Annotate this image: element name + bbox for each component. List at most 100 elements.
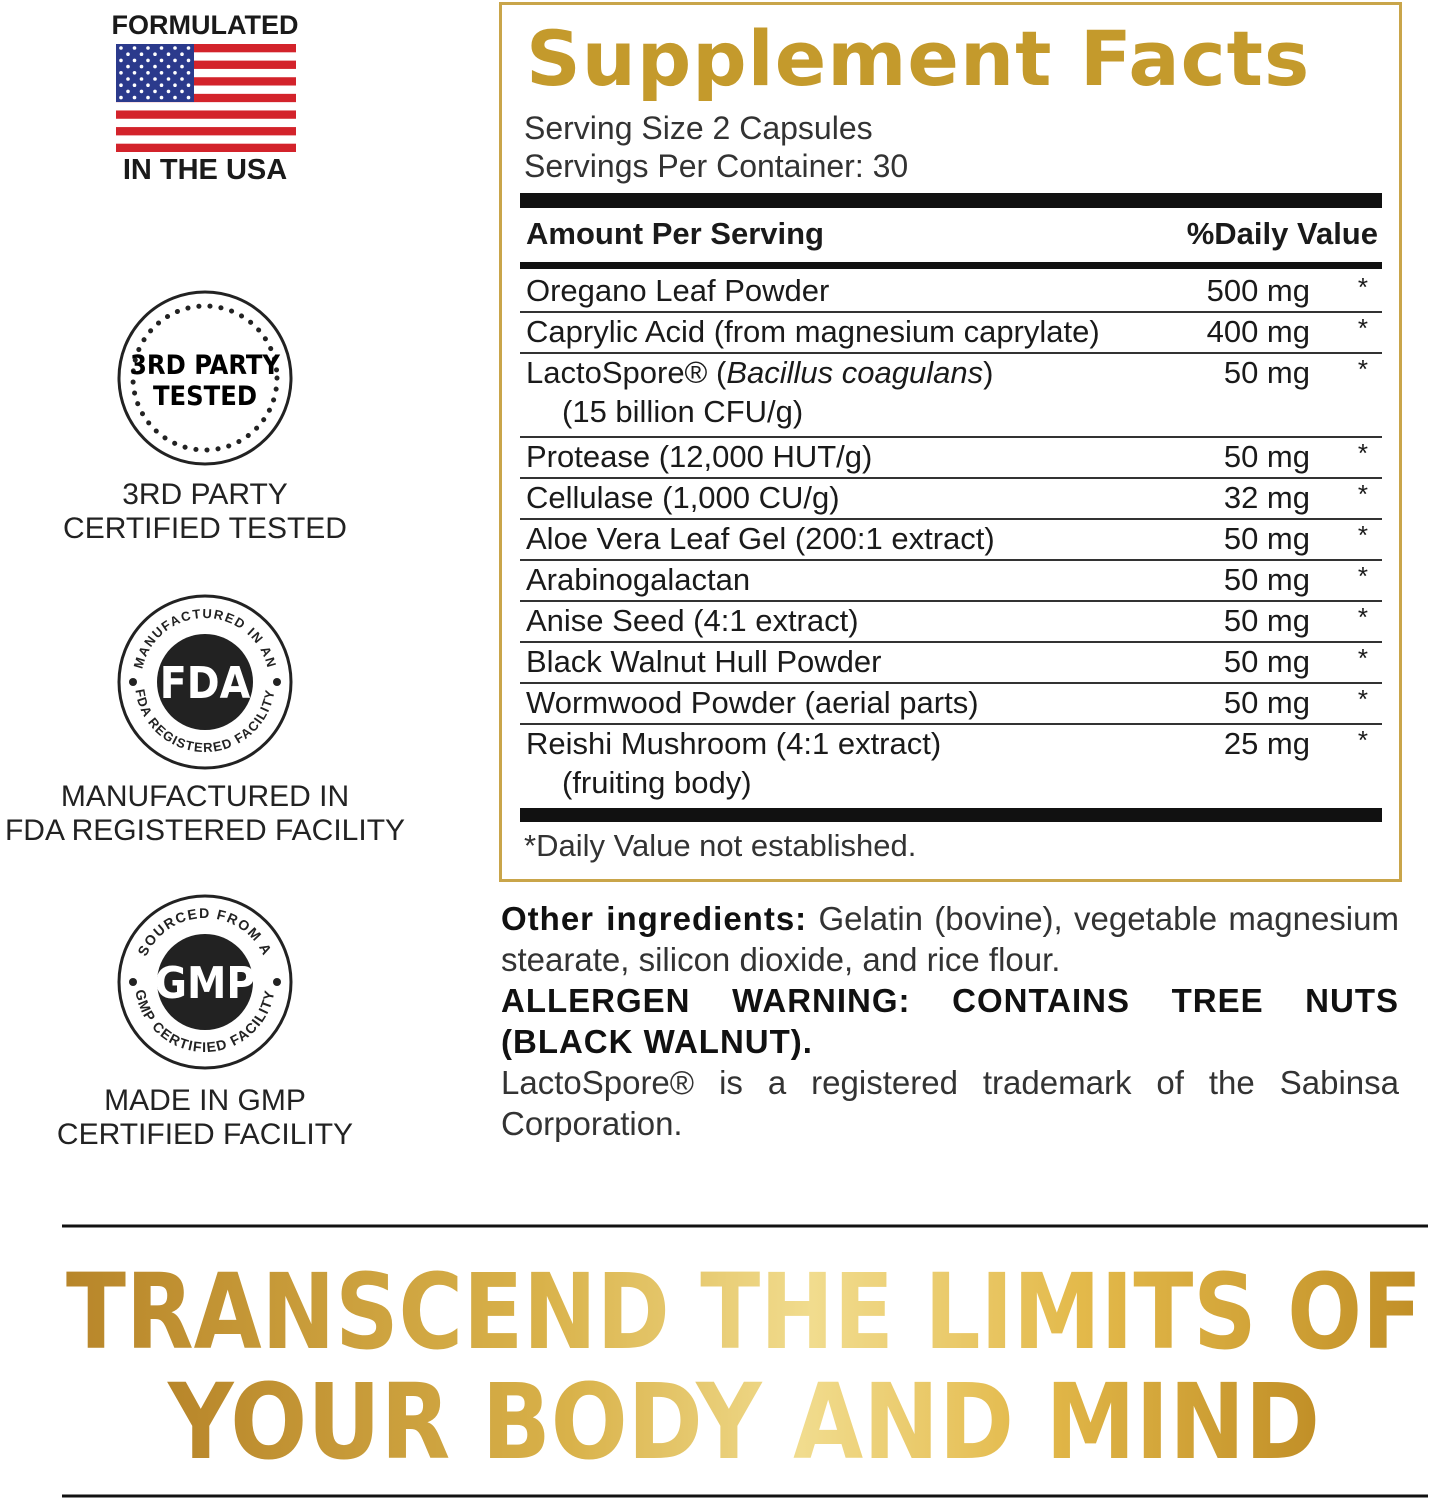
stripe (116, 118, 296, 128)
daily-value: * (1357, 684, 1368, 714)
amount: 50 mg (1223, 644, 1310, 679)
amount: 32 mg (1223, 480, 1310, 515)
other-text: Gelatin (bovine), vegetable magnesium st… (501, 900, 1399, 978)
stripe (116, 60, 296, 70)
star (132, 58, 137, 63)
stripe (116, 143, 296, 152)
amount: 50 mg (1223, 603, 1310, 638)
amount: 50 mg (1223, 439, 1310, 474)
allergen: ALLERGEN WARNING: CONTAINS TREE NUTS (BL… (501, 982, 1399, 1060)
ingredient-name: Anise Seed (4:1 extract) (526, 603, 859, 638)
daily-value: * (1357, 272, 1368, 302)
ingredient-name: LactoSpore® (Bacillus coagulans) (526, 354, 993, 392)
daily-value: * (1357, 354, 1368, 384)
stripe (116, 135, 296, 144)
star (146, 83, 150, 87)
star (159, 46, 164, 50)
facts-panel (499, 2, 1402, 882)
daily-value: * (1357, 520, 1368, 550)
serving-size: Serving Size 2 Capsules (524, 110, 873, 146)
star (166, 89, 171, 94)
stripe (116, 102, 296, 111)
star (153, 64, 157, 69)
star (146, 95, 150, 100)
stripe (116, 52, 296, 61)
seal-line: 3RD PARTY (130, 350, 280, 381)
star (126, 89, 130, 94)
amount: 50 mg (1223, 562, 1310, 597)
stripe (116, 44, 296, 53)
star (153, 89, 157, 94)
caption: MANUFACTURED IN (60, 780, 350, 813)
star (146, 71, 150, 75)
ingredient-name: Aloe Vera Leaf Gel (200:1 extract) (526, 521, 995, 556)
star (180, 64, 184, 69)
stripe (116, 93, 296, 103)
ingredient-name: Wormwood Powder (aerial parts) (526, 685, 979, 720)
stripe (116, 77, 296, 86)
facts-title: Supplement Facts (526, 14, 1311, 103)
thick-rule (520, 808, 1382, 822)
star (119, 95, 123, 100)
star (173, 71, 177, 75)
daily-value: * (1357, 725, 1368, 755)
stripe (116, 68, 296, 78)
ingredient-name: Cellulase (1,000 CU/g) (526, 480, 840, 515)
servings-per-container: Servings Per Container: 30 (524, 148, 909, 184)
star (159, 71, 164, 75)
star (139, 77, 144, 81)
footnote: *Daily Value not established. (524, 828, 917, 863)
daily-value: * (1357, 643, 1368, 673)
star (153, 77, 157, 81)
star (132, 95, 137, 100)
stripe (116, 85, 296, 95)
star (146, 58, 150, 63)
star (119, 58, 123, 63)
star (126, 77, 130, 81)
amount-header: Amount Per Serving (526, 216, 824, 251)
caption: CERTIFIED TESTED (63, 512, 347, 545)
star (186, 46, 191, 50)
facts-row: Black Walnut Hull Powder 50 mg * (520, 641, 1382, 684)
star (146, 46, 150, 50)
seal-text: FDA (160, 658, 251, 709)
daily-value: * (1357, 313, 1368, 343)
fda-seal: MANUFACTURED IN AN FDA REGISTERED FACILI… (117, 594, 293, 770)
thick-rule (520, 193, 1382, 208)
daily-value: * (1357, 438, 1368, 468)
daily-value: * (1357, 602, 1368, 632)
star (132, 71, 137, 75)
star (159, 83, 164, 87)
name-part: LactoSpore® ( (526, 355, 727, 390)
facts-row: Protease (12,000 HUT/g) 50 mg * (520, 436, 1382, 479)
ingredient-name: Black Walnut Hull Powder (526, 644, 882, 679)
caption: MADE IN GMP (104, 1084, 306, 1117)
star (166, 77, 171, 81)
star (166, 52, 171, 56)
daily-value: * (1357, 561, 1368, 591)
caption: FDA REGISTERED FACILITY (4, 814, 406, 847)
star (166, 64, 171, 69)
star (173, 83, 177, 87)
notes: Other ingredients: Gelatin (bovine), veg… (501, 898, 1399, 1144)
ingredient-sub: (15 billion CFU/g) (562, 394, 804, 429)
name-part: ) (983, 355, 994, 390)
star (180, 77, 184, 81)
star (119, 46, 123, 50)
flag-top: FORMULATED (111, 10, 299, 40)
ingredient-name: Oregano Leaf Powder (526, 273, 830, 308)
other-ingredients: Other ingredients: Gelatin (bovine), veg… (501, 898, 1399, 980)
trademark: LactoSpore® is a registered trademark of… (501, 1064, 1399, 1142)
facts-row: Aloe Vera Leaf Gel (200:1 extract) 50 mg * (520, 518, 1382, 561)
star (153, 52, 157, 56)
amount: 50 mg (1223, 521, 1310, 556)
star (139, 64, 144, 69)
facts-row: LactoSpore® (Bacillus coagulans) (15 bill… (520, 352, 1382, 438)
amount: 25 mg (1223, 726, 1310, 761)
seal-line: TESTED (153, 381, 257, 412)
ingredient-name: Reishi Mushroom (4:1 extract) (526, 726, 942, 761)
ingredient-name: Arabinogalactan (526, 562, 751, 597)
facts-row: Wormwood Powder (aerial parts) 50 mg * (520, 682, 1382, 725)
star (186, 71, 191, 75)
